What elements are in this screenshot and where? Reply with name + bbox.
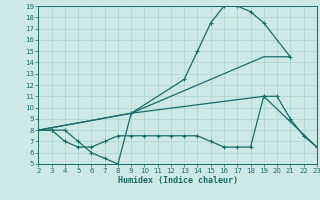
- X-axis label: Humidex (Indice chaleur): Humidex (Indice chaleur): [118, 176, 238, 185]
